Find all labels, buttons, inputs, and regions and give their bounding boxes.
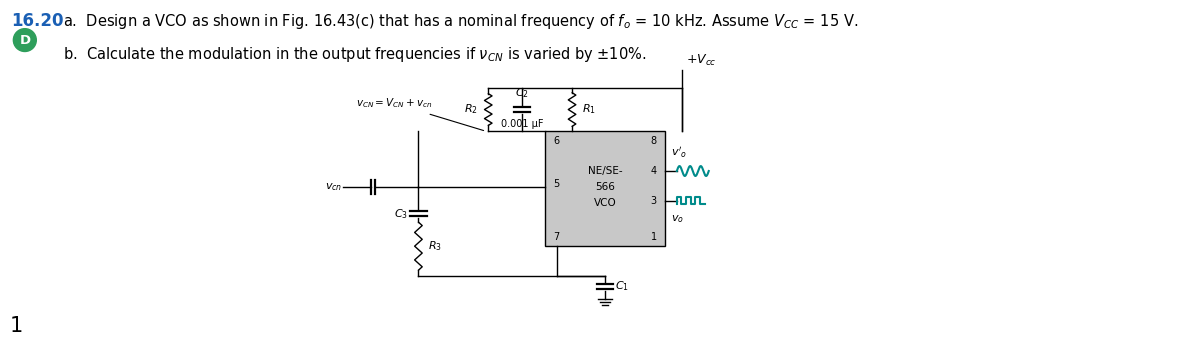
Text: a.  Design a VCO as shown in Fig. 16.43(c) that has a nominal frequency of $f_o$: a. Design a VCO as shown in Fig. 16.43(c… bbox=[64, 12, 858, 31]
Text: 566: 566 bbox=[595, 182, 614, 192]
Circle shape bbox=[13, 29, 36, 52]
Text: 3: 3 bbox=[650, 196, 656, 206]
Text: D: D bbox=[19, 34, 30, 46]
Text: $+V_{cc}$: $+V_{cc}$ bbox=[686, 53, 716, 68]
Text: 5: 5 bbox=[553, 179, 559, 189]
Text: VCO: VCO bbox=[594, 198, 617, 208]
Text: $v_o$: $v_o$ bbox=[671, 214, 684, 225]
Text: 8: 8 bbox=[650, 136, 656, 146]
Text: 16.20: 16.20 bbox=[11, 12, 64, 30]
Text: 0.001 μF: 0.001 μF bbox=[500, 119, 544, 129]
Text: 4: 4 bbox=[650, 166, 656, 176]
Text: b.  Calculate the modulation in the output frequencies if $\nu_{CN}$ is varied b: b. Calculate the modulation in the outpu… bbox=[64, 45, 647, 64]
Text: $C_2$: $C_2$ bbox=[515, 86, 529, 99]
Text: 6: 6 bbox=[553, 136, 559, 146]
Bar bbox=[545, 131, 665, 246]
Text: 7: 7 bbox=[553, 231, 559, 242]
Text: $C_3$: $C_3$ bbox=[395, 207, 408, 221]
Text: $v'_o$: $v'_o$ bbox=[671, 145, 686, 160]
Text: 1: 1 bbox=[10, 316, 23, 336]
Text: $R_3$: $R_3$ bbox=[428, 239, 443, 253]
Text: $C_1$: $C_1$ bbox=[614, 279, 629, 293]
Text: $v_{CN} = V_{CN} + v_{cn}$: $v_{CN} = V_{CN} + v_{cn}$ bbox=[355, 96, 432, 110]
Text: $v_{cn}$: $v_{cn}$ bbox=[325, 181, 342, 193]
Text: $R_2$: $R_2$ bbox=[464, 103, 479, 117]
Text: NE/SE-: NE/SE- bbox=[588, 166, 623, 176]
Text: $R_1$: $R_1$ bbox=[582, 103, 596, 117]
Text: 1: 1 bbox=[650, 231, 656, 242]
